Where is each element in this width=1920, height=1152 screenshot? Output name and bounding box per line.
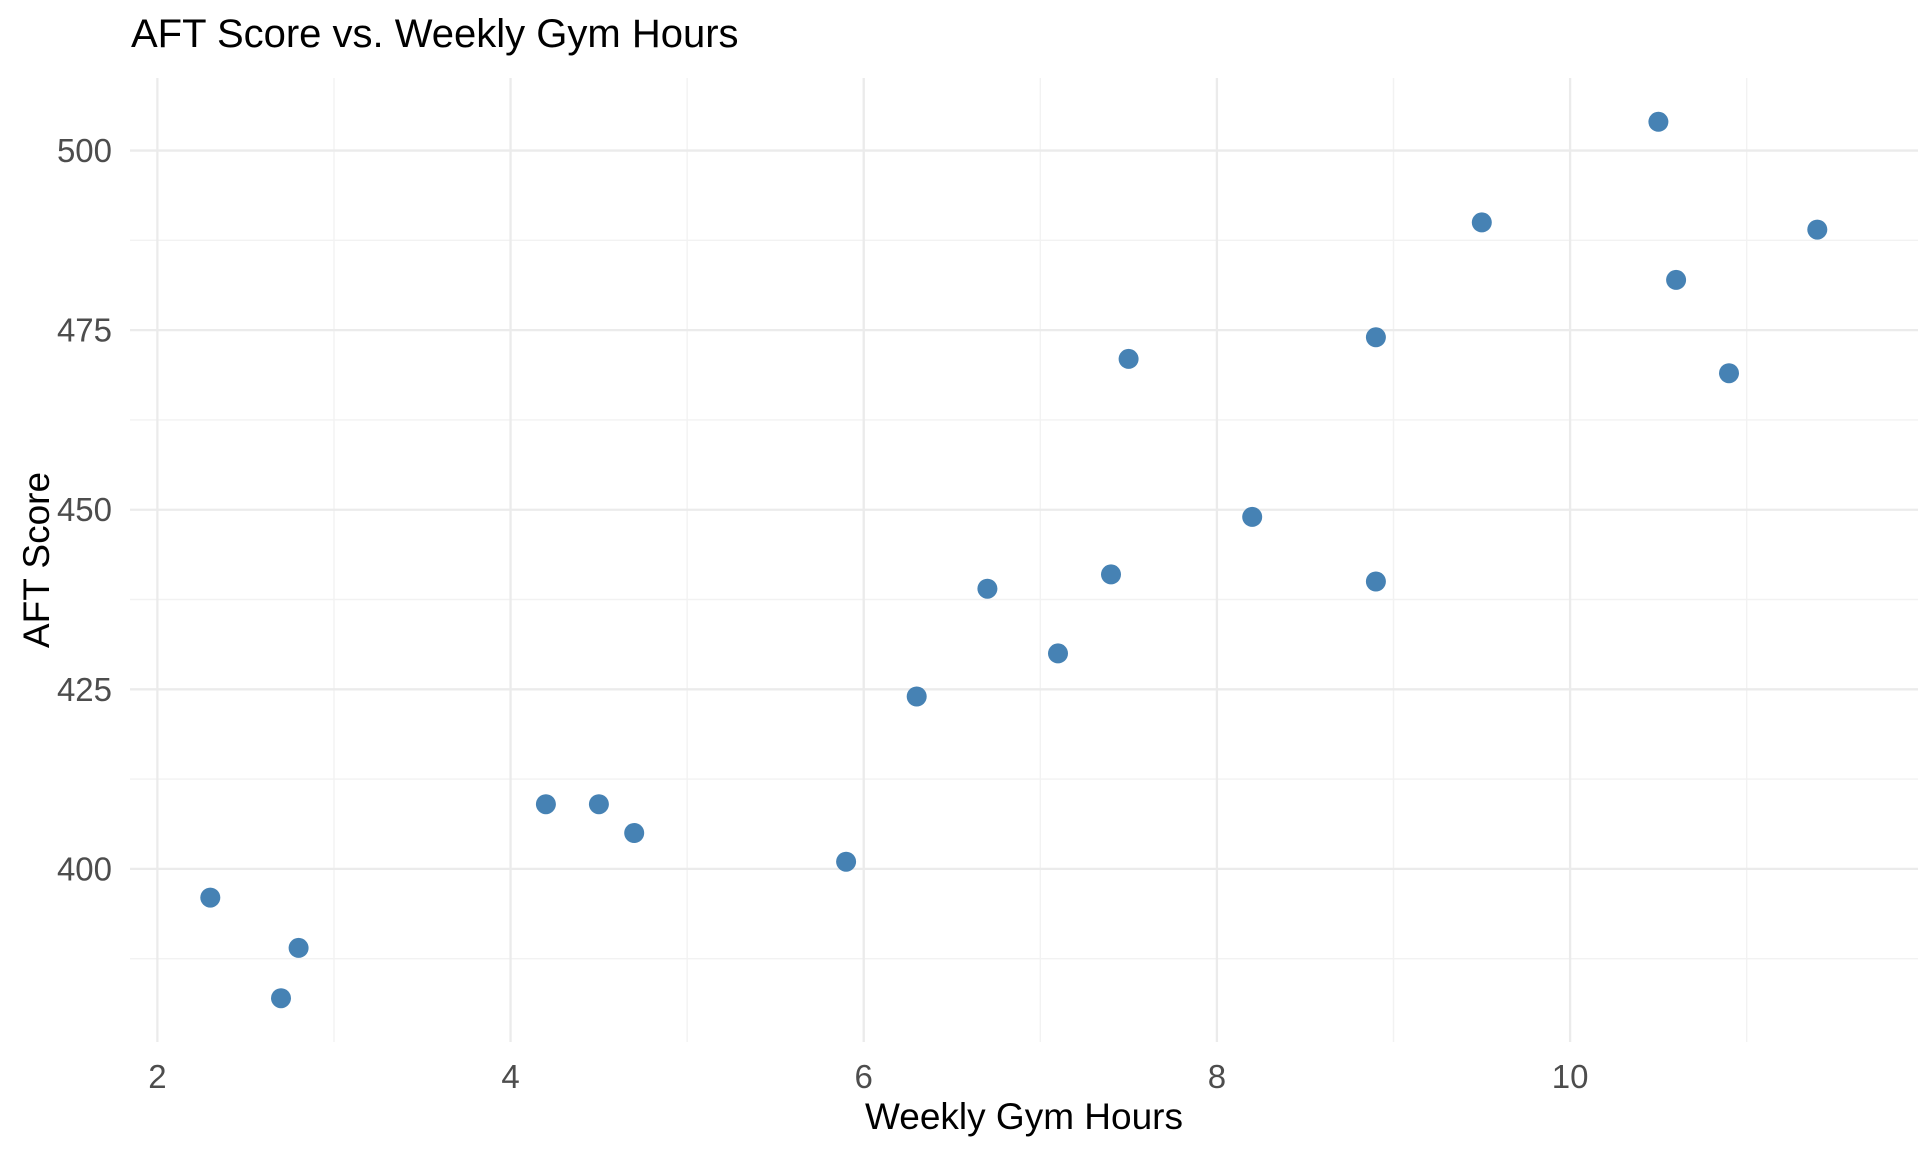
x-tick-label: 8: [1208, 1058, 1226, 1095]
x-tick-label: 2: [148, 1058, 166, 1095]
data-point: [288, 937, 309, 958]
x-tick-label: 6: [855, 1058, 873, 1095]
data-point: [535, 794, 556, 815]
y-tick-label: 450: [57, 491, 112, 528]
x-tick-label: 4: [501, 1058, 519, 1095]
data-point: [1242, 506, 1263, 527]
data-point: [200, 887, 221, 908]
data-point: [624, 823, 645, 843]
data-point: [588, 794, 609, 815]
y-tick-label: 500: [57, 132, 112, 169]
x-axis-title: Weekly Gym Hours: [865, 1096, 1183, 1137]
y-tick-label: 425: [57, 671, 112, 708]
y-tick-label: 400: [57, 850, 112, 887]
data-point: [1807, 219, 1828, 240]
data-point: [1648, 111, 1669, 132]
data-point: [836, 851, 857, 872]
data-point: [1101, 564, 1121, 585]
data-point: [1719, 363, 1739, 384]
data-point: [1048, 643, 1068, 664]
data-point: [1365, 571, 1386, 592]
y-tick-label: 475: [57, 312, 112, 349]
data-point: [1118, 348, 1139, 369]
y-axis-title: AFT Score: [16, 471, 57, 649]
data-point: [1471, 212, 1492, 233]
x-tick-label: 10: [1552, 1058, 1589, 1095]
chart-title: AFT Score vs. Weekly Gym Hours: [131, 12, 739, 56]
data-point: [271, 988, 291, 1009]
data-point: [1365, 327, 1386, 348]
data-point: [977, 578, 998, 599]
data-point: [906, 686, 927, 707]
data-point: [1666, 269, 1687, 290]
